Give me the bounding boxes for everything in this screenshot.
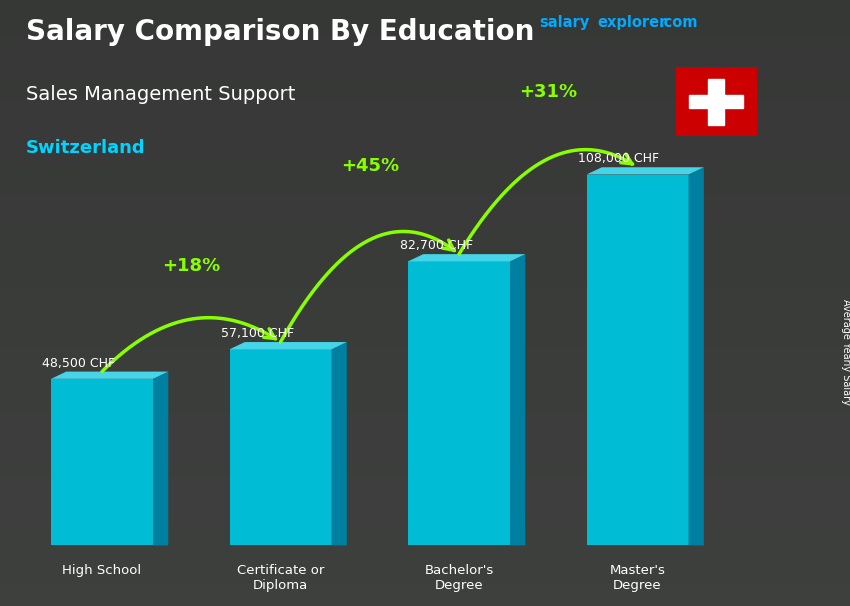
Polygon shape xyxy=(408,254,525,261)
Text: Bachelor's
Degree: Bachelor's Degree xyxy=(424,564,494,591)
Text: 108,000 CHF: 108,000 CHF xyxy=(578,153,659,165)
Polygon shape xyxy=(153,371,168,545)
Text: +31%: +31% xyxy=(519,82,577,101)
Text: Master's
Degree: Master's Degree xyxy=(609,564,666,591)
Text: 48,500 CHF: 48,500 CHF xyxy=(42,357,116,370)
Polygon shape xyxy=(51,371,168,379)
Text: Sales Management Support: Sales Management Support xyxy=(26,85,295,104)
Text: High School: High School xyxy=(62,564,142,576)
Text: 82,700 CHF: 82,700 CHF xyxy=(400,239,473,252)
Text: 57,100 CHF: 57,100 CHF xyxy=(221,327,294,340)
Polygon shape xyxy=(676,67,756,136)
Bar xyxy=(689,95,743,108)
Text: Average Yearly Salary: Average Yearly Salary xyxy=(841,299,850,404)
Polygon shape xyxy=(408,261,510,545)
Polygon shape xyxy=(230,342,347,349)
Polygon shape xyxy=(332,342,347,545)
Polygon shape xyxy=(586,175,689,545)
Text: Certificate or
Diploma: Certificate or Diploma xyxy=(237,564,324,591)
Bar xyxy=(708,79,724,124)
Text: explorer: explorer xyxy=(598,15,667,30)
Polygon shape xyxy=(510,254,525,545)
Polygon shape xyxy=(51,379,153,545)
Text: +18%: +18% xyxy=(162,258,220,275)
Text: Salary Comparison By Education: Salary Comparison By Education xyxy=(26,18,534,46)
Polygon shape xyxy=(230,349,332,545)
Text: Switzerland: Switzerland xyxy=(26,139,145,158)
Polygon shape xyxy=(688,167,704,545)
Polygon shape xyxy=(586,167,704,175)
Text: salary: salary xyxy=(540,15,590,30)
Text: .com: .com xyxy=(659,15,698,30)
Text: +45%: +45% xyxy=(341,158,399,175)
